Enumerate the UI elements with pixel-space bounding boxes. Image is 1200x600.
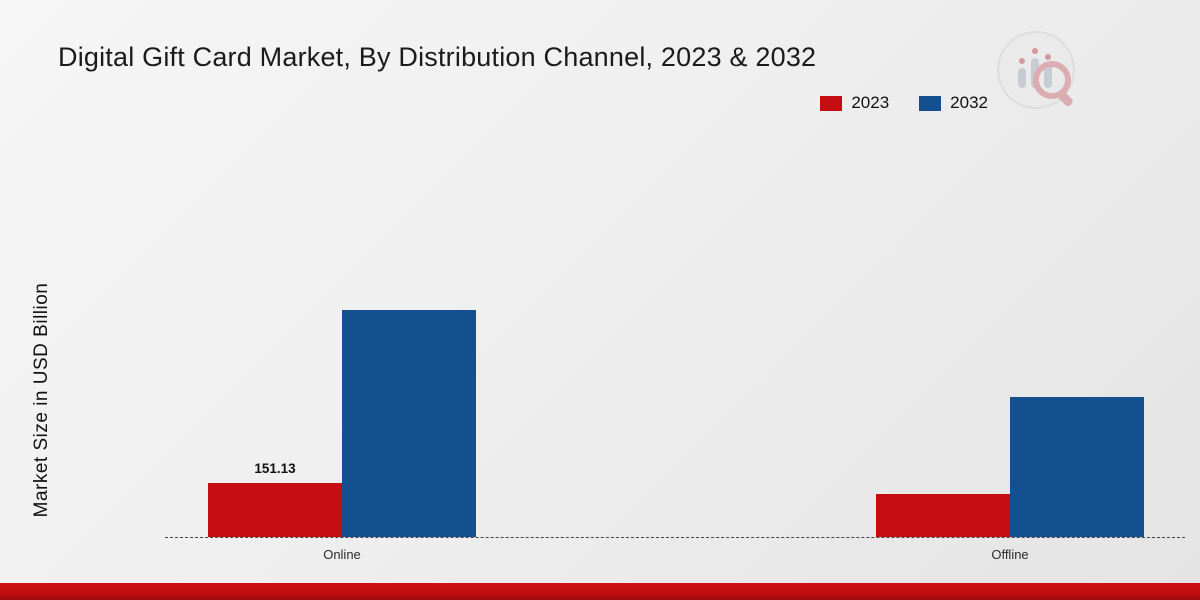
- bar-value-label: 151.13: [254, 461, 296, 476]
- legend-swatch-2032: [919, 95, 942, 111]
- x-axis-baseline: [165, 537, 1185, 538]
- bar-2023-online: [208, 483, 342, 537]
- legend-label: 2032: [950, 93, 988, 112]
- legend-label: 2023: [851, 93, 890, 112]
- bar-2023-offline: [876, 494, 1010, 537]
- bar-group-online: 151.13: [208, 310, 476, 537]
- category-label-online: Online: [323, 547, 361, 562]
- footer-accent-strip: [0, 583, 1200, 600]
- legend-item-2032: 2032: [919, 93, 988, 113]
- bar-2032-offline: [1010, 397, 1144, 537]
- category-label-offline: Offline: [991, 547, 1029, 562]
- bar-2032-online: [342, 310, 476, 537]
- legend-swatch-2023: [820, 95, 843, 111]
- legend: 2023 2032: [820, 93, 988, 113]
- brand-logo-icon: [994, 28, 1082, 116]
- chart-title: Digital Gift Card Market, By Distributio…: [58, 42, 817, 72]
- plot-area: 151.13 Online Offline: [0, 138, 1200, 562]
- bar-group-offline: [876, 397, 1144, 537]
- legend-item-2023: 2023: [820, 93, 889, 113]
